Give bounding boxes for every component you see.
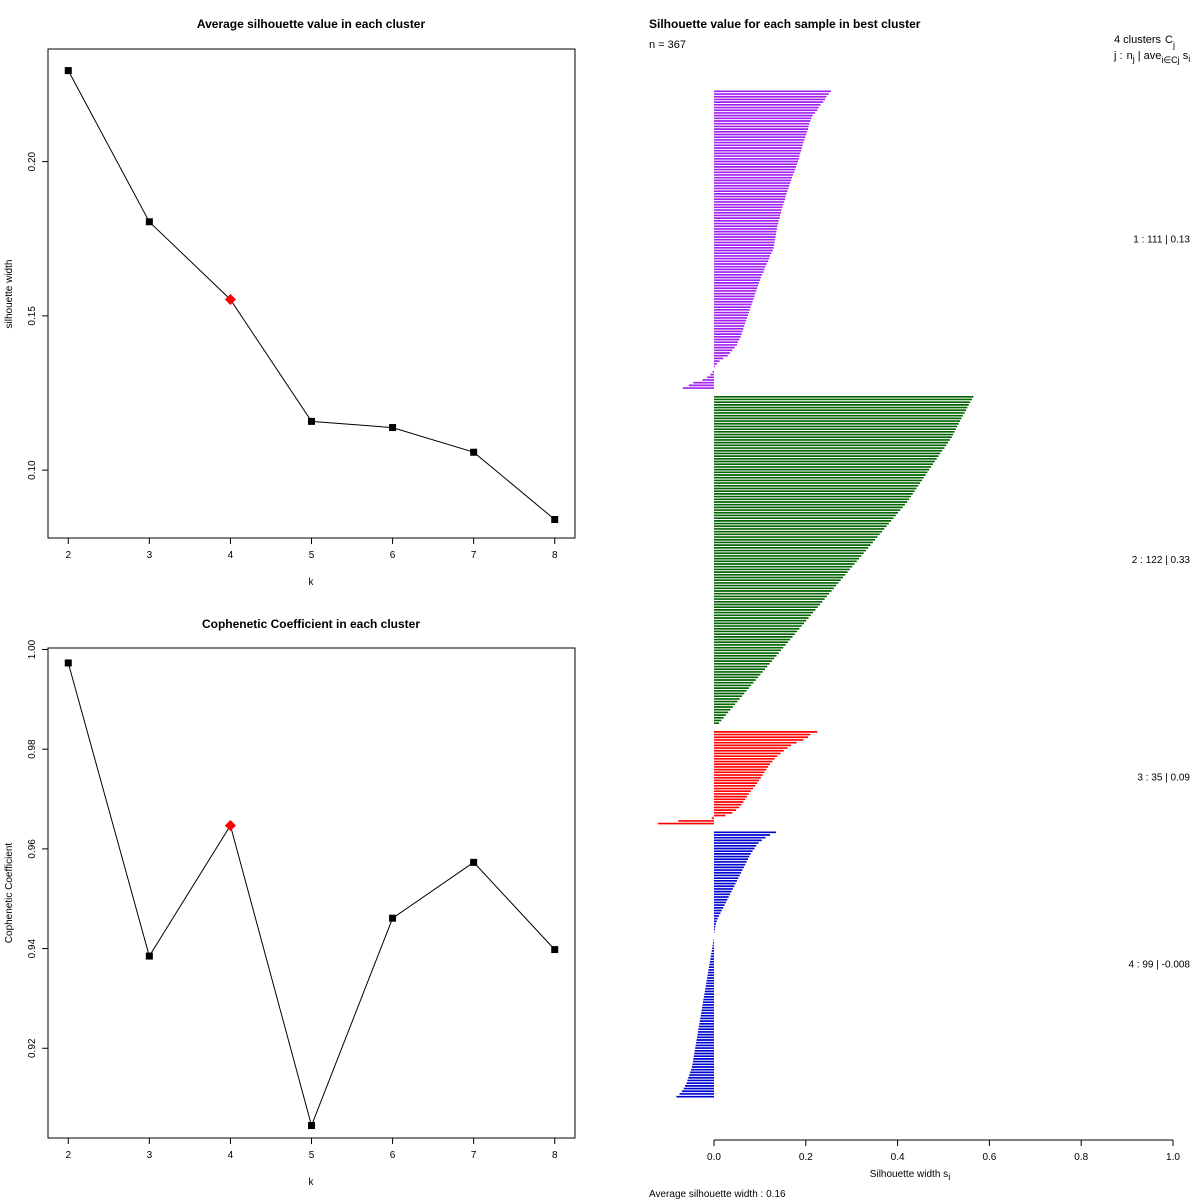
silhouette-panel-title: Average silhouette value in each cluster xyxy=(197,17,426,31)
data-point xyxy=(389,914,397,922)
best-k-point xyxy=(224,819,236,831)
x-tick-label: 2 xyxy=(65,550,71,561)
y-tick-label: 0.94 xyxy=(27,938,38,958)
cophenetic-y-label: Cophenetic Coefficient xyxy=(4,843,15,944)
series-line xyxy=(67,70,556,520)
data-point xyxy=(389,424,397,432)
cluster-label: 2 : 122 | 0.33 xyxy=(1132,555,1191,566)
silhouette-x-label: k xyxy=(309,577,315,588)
x-tick-label: 8 xyxy=(552,550,558,561)
data-point xyxy=(64,67,72,75)
x-tick-label: 2 xyxy=(65,1150,71,1161)
x-tick-label: 7 xyxy=(471,550,477,561)
sample-count-label: n = 367 xyxy=(649,39,686,51)
x-tick-label: 3 xyxy=(147,1150,153,1161)
cluster-label: 1 : 111 | 0.13 xyxy=(1133,235,1190,246)
cophenetic-plot-frame xyxy=(47,647,576,1139)
x-tick-label: 7 xyxy=(471,1150,477,1161)
x-tick-label: 0.8 xyxy=(1074,1152,1088,1163)
y-tick-label: 0.96 xyxy=(27,839,38,859)
cophenetic-series xyxy=(64,659,559,1130)
x-tick-label: 0.2 xyxy=(799,1152,813,1163)
bars-panel-title: Silhouette value for each sample in best… xyxy=(649,17,921,31)
x-tick-label: 8 xyxy=(552,1150,558,1161)
silhouette-y-axis: 0.10 0.15 0.20 xyxy=(27,151,48,480)
cophenetic-panel: Cophenetic Coefficient in each cluster 2… xyxy=(4,617,576,1188)
cluster-label: 4 : 99 | -0.008 xyxy=(1128,959,1190,970)
cophenetic-panel-title: Cophenetic Coefficient in each cluster xyxy=(202,617,420,631)
cluster-column-header: j : nj | avei∈Cj si xyxy=(1113,50,1190,65)
cophenetic-x-label: k xyxy=(309,1177,315,1188)
silhouette-x-axis: 2 3 4 5 6 7 8 xyxy=(65,538,558,561)
x-tick-label: 0.4 xyxy=(891,1152,905,1163)
y-tick-label: 0.10 xyxy=(27,460,38,480)
x-tick-label: 4 xyxy=(228,1150,234,1161)
x-tick-label: 0.6 xyxy=(982,1152,996,1163)
x-tick-label: 1.0 xyxy=(1166,1152,1180,1163)
silhouette-bars-panel: Silhouette value for each sample in best… xyxy=(649,17,1190,1200)
x-tick-label: 6 xyxy=(390,1150,396,1161)
silhouette-bars xyxy=(658,90,974,1098)
silhouette-plot-frame xyxy=(47,48,576,539)
y-tick-label: 1.00 xyxy=(27,639,38,659)
silhouette-series xyxy=(64,67,559,523)
silhouette-panel: Average silhouette value in each cluster… xyxy=(4,17,576,588)
silhouette-width-label: Silhouette width si xyxy=(870,1169,950,1182)
data-point xyxy=(551,515,559,523)
data-point xyxy=(470,858,478,866)
cluster-label: 3 : 35 | 0.09 xyxy=(1137,773,1190,784)
cophenetic-x-axis: 2 3 4 5 6 7 8 xyxy=(65,1138,558,1161)
x-tick-label: 3 xyxy=(147,550,153,561)
data-point xyxy=(551,946,559,954)
x-tick-label: 5 xyxy=(309,1150,315,1161)
data-point xyxy=(308,1122,315,1130)
x-tick-label: 6 xyxy=(390,550,396,561)
best-k-point xyxy=(224,294,236,306)
cluster-labels: 1 : 111 | 0.13 2 : 122 | 0.33 3 : 35 | 0.0… xyxy=(1128,235,1190,971)
x-tick-label: 4 xyxy=(228,550,234,561)
data-point xyxy=(145,952,153,960)
x-tick-label: 0.0 xyxy=(707,1152,721,1163)
y-tick-label: 0.92 xyxy=(27,1038,38,1058)
y-tick-label: 0.98 xyxy=(27,739,38,759)
series-line xyxy=(67,662,556,1128)
data-point xyxy=(308,417,315,425)
y-tick-label: 0.15 xyxy=(27,306,38,326)
y-tick-label: 0.20 xyxy=(27,151,38,171)
silhouette-y-label: silhouette width xyxy=(4,260,15,329)
average-silhouette-width: Average silhouette width : 0.16 xyxy=(649,1189,786,1200)
data-point xyxy=(64,659,72,667)
cluster-count-header: 4 clusters Cj xyxy=(1114,34,1175,50)
cophenetic-y-axis: 0.92 0.94 0.96 0.98 1.00 xyxy=(27,639,48,1058)
x-tick-label: 5 xyxy=(309,550,315,561)
silhouette-width-axis: 0.0 0.2 0.4 0.6 0.8 1.0 xyxy=(707,1139,1180,1163)
data-point xyxy=(470,448,478,456)
data-point xyxy=(145,218,153,226)
